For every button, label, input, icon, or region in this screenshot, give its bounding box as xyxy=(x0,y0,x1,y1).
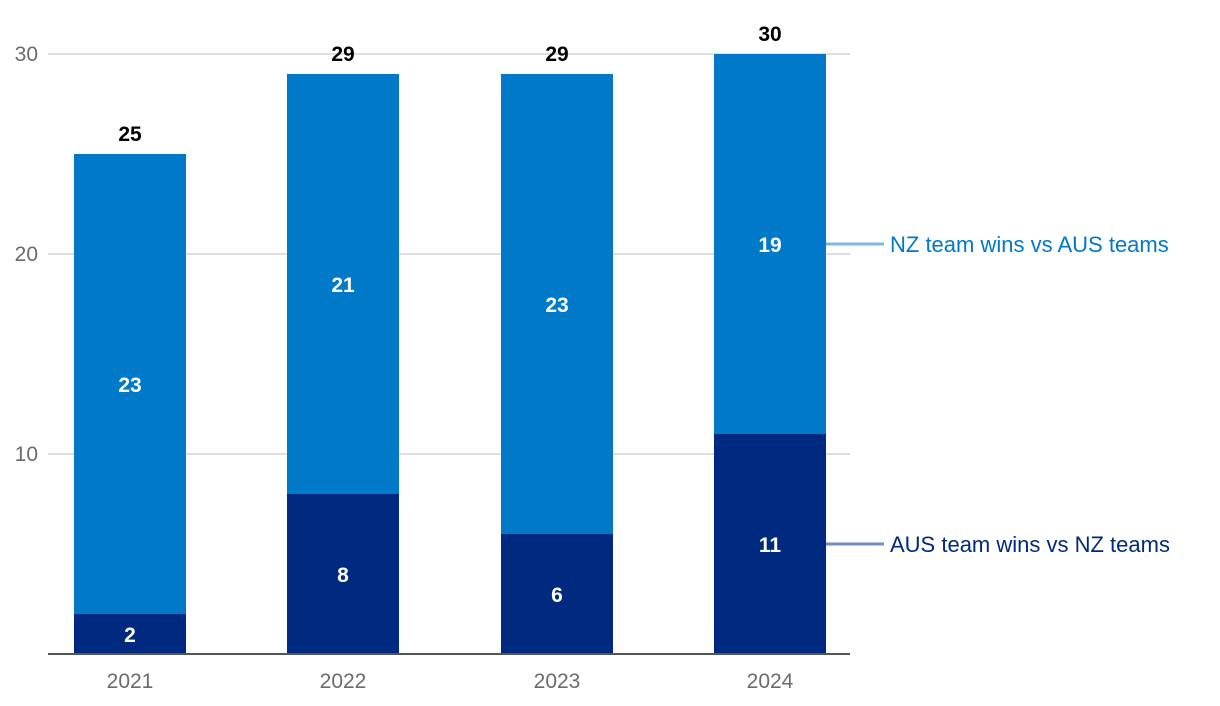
total-label-2022: 29 xyxy=(331,43,354,66)
value-label-2022-nz: 21 xyxy=(331,274,355,297)
bar-2022-aus xyxy=(287,494,399,654)
y-tick-label-20: 20 xyxy=(15,243,38,266)
bar-2022-nz xyxy=(287,74,399,494)
x-tick-label-2023: 2023 xyxy=(534,670,581,693)
value-label-2022-aus: 8 xyxy=(337,564,349,587)
value-label-2024-aus: 11 xyxy=(759,534,782,557)
legend-label-aus: AUS team wins vs NZ teams xyxy=(890,532,1170,557)
bar-2021-aus xyxy=(74,614,186,654)
bar-2023-nz xyxy=(501,74,613,534)
value-label-2023-aus: 6 xyxy=(551,584,563,607)
y-tick-label-30: 30 xyxy=(15,43,38,66)
labels: 2 23 25 8 21 29 6 23 29 11 19 30 xyxy=(118,23,781,647)
y-tick-label-10: 10 xyxy=(15,443,38,466)
axes: 10 20 30 2021 2022 2023 2024 xyxy=(15,43,850,693)
bars xyxy=(74,54,826,654)
bar-2024-nz xyxy=(714,54,826,434)
total-label-2021: 25 xyxy=(118,123,142,146)
value-label-2023-nz: 23 xyxy=(545,294,568,317)
value-label-2024-nz: 19 xyxy=(758,234,781,257)
legend-label-nz: NZ team wins vs AUS teams xyxy=(890,232,1169,257)
bar-2023-aus xyxy=(501,534,613,654)
legend: AUS team wins vs NZ teams NZ team wins vs… xyxy=(826,232,1170,557)
value-label-2021-aus: 2 xyxy=(124,624,136,647)
total-label-2023: 29 xyxy=(545,43,568,66)
value-label-2021-nz: 23 xyxy=(118,374,141,397)
x-tick-label-2022: 2022 xyxy=(320,670,367,693)
x-tick-label-2021: 2021 xyxy=(107,670,154,693)
x-tick-label-2024: 2024 xyxy=(747,670,794,693)
total-label-2024: 30 xyxy=(758,23,781,46)
bar-2024-aus xyxy=(714,434,826,654)
bar-2021-nz xyxy=(74,154,186,614)
